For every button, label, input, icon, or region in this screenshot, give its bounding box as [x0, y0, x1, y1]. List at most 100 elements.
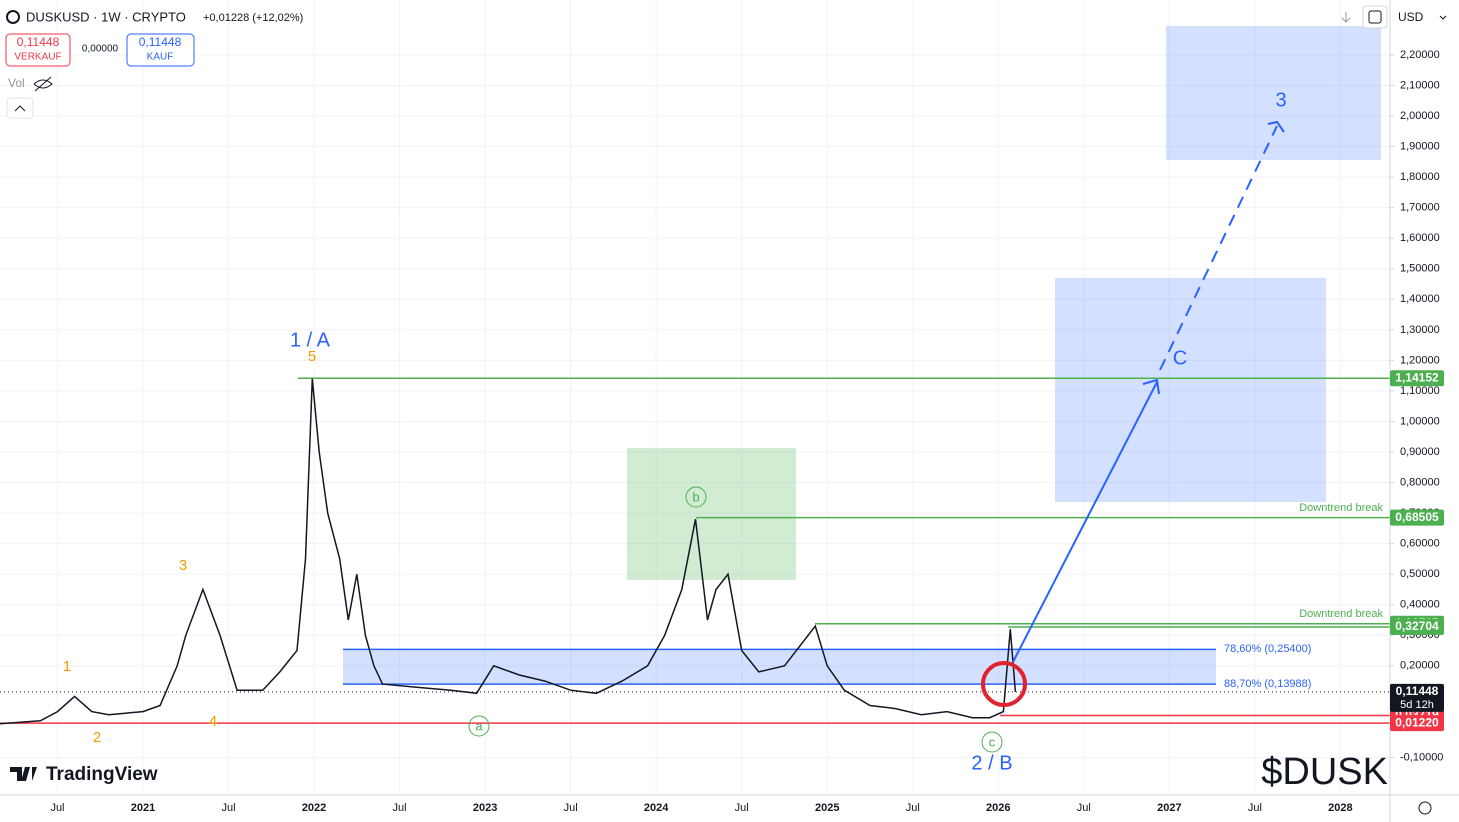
wave-b-zone	[627, 448, 796, 580]
x-tick-label: Jul	[1248, 802, 1262, 814]
wave-label: C	[1173, 347, 1187, 369]
target-zone	[1055, 278, 1326, 502]
price-badge-label: 0,11448	[1396, 684, 1439, 698]
price-badge	[1390, 619, 1444, 636]
brand-logo	[10, 767, 37, 781]
break-label: Downtrend break	[1299, 608, 1383, 620]
chevron	[14, 105, 26, 112]
collapse-button[interactable]	[6, 97, 34, 119]
y-tick-label: 0,80000	[1400, 476, 1440, 488]
x-tick-label: 2027	[1157, 802, 1181, 814]
wave-label: 1 / A	[290, 329, 331, 351]
price-badge-label: 0,01220	[1395, 715, 1439, 729]
wave-circle	[981, 731, 1003, 753]
price-badge-label: 1,14152	[1395, 370, 1439, 384]
dropdown[interactable]	[1439, 15, 1447, 20]
spread: 0,00000	[82, 44, 119, 55]
sell-label: VERKAUF	[14, 52, 61, 63]
wave-label: c	[989, 734, 996, 749]
y-tick-label: 1,80000	[1400, 171, 1440, 183]
break-label: Downtrend break	[1299, 502, 1383, 514]
wave-label: 2	[93, 729, 101, 746]
price-badge	[1390, 715, 1444, 732]
y-tick-label: 1,60000	[1400, 232, 1440, 244]
target-zone	[1166, 26, 1381, 160]
y-tick-label: 1,10000	[1400, 385, 1440, 397]
y-tick-label: 2,10000	[1400, 79, 1440, 91]
volume-label: Vol	[8, 76, 25, 90]
wave-label: 3	[1275, 89, 1286, 111]
countdown: 5d 12h	[1400, 699, 1434, 711]
wave-label: b	[692, 489, 699, 504]
y-tick-label: -0,10000	[1400, 751, 1443, 763]
projection-arrow	[1159, 125, 1278, 371]
y-tick-label: 2,00000	[1400, 110, 1440, 122]
y-tick-label: 0,60000	[1400, 538, 1440, 550]
symbol: DUSKUSD · 1W · CRYPTO	[26, 9, 186, 24]
wave-label: 2 / B	[971, 752, 1012, 774]
x-tick-label: 2028	[1328, 802, 1352, 814]
brand: TradingView	[46, 764, 158, 785]
x-tick-label: Jul	[393, 802, 407, 814]
y-tick-label: 1,50000	[1400, 263, 1440, 275]
wave-label: 5	[308, 348, 316, 365]
fib-label: 88,70% (0,13988)	[1224, 678, 1311, 690]
y-tick-label: 1,70000	[1400, 202, 1440, 214]
settings-icon[interactable]	[1418, 801, 1432, 815]
x-tick-label: Jul	[906, 802, 920, 814]
wave-label: 4	[209, 713, 217, 730]
y-tick-label: 1,90000	[1400, 141, 1440, 153]
price-badge-label: 0,32704	[1395, 619, 1439, 633]
wave-label: 3	[179, 557, 187, 574]
y-tick-label: 0,90000	[1400, 446, 1440, 458]
price-badge	[1390, 509, 1444, 526]
y-tick-label: 1,30000	[1400, 324, 1440, 336]
x-tick-label: Jul	[50, 802, 64, 814]
y-tick-label: 0,50000	[1400, 568, 1440, 580]
x-tick-label: 2023	[473, 802, 497, 814]
y-tick-label: 2,20000	[1400, 49, 1440, 61]
x-tick-label: Jul	[221, 802, 235, 814]
x-tick-label: 2021	[131, 802, 155, 814]
price-badge-label: 0,68505	[1395, 510, 1439, 524]
buy-price: 0,11448	[139, 35, 182, 49]
watermark: $DUSK	[1261, 751, 1388, 793]
x-tick-label: Jul	[735, 802, 749, 814]
fib-label: 78,60% (0,25400)	[1224, 643, 1311, 655]
x-tick-label: Jul	[564, 802, 578, 814]
x-tick-label: 2026	[986, 802, 1010, 814]
buy-button[interactable]	[126, 33, 195, 67]
currency: USD	[1398, 10, 1424, 24]
wave-circle	[685, 486, 707, 508]
x-tick-label: 2025	[815, 802, 839, 814]
arrow-head	[1267, 120, 1285, 133]
projection-arrow	[1012, 381, 1158, 663]
download-icon[interactable]	[1341, 12, 1351, 23]
price-badge	[1390, 370, 1444, 387]
x-tick-label: Jul	[1077, 802, 1091, 814]
buy-label: KAUF	[147, 52, 174, 63]
wave-circle	[468, 715, 490, 737]
change: +0,01228 (+12,02%)	[203, 12, 303, 24]
x-tick-label: 2024	[644, 802, 669, 814]
wave-label: a	[475, 718, 483, 733]
sell-price: 0,11448	[17, 35, 60, 49]
arrow-head	[1142, 378, 1160, 395]
visibility-icon[interactable]	[33, 76, 53, 92]
price-line	[0, 378, 1017, 725]
y-tick-label: 0,40000	[1400, 599, 1440, 611]
x-tick-label: 2022	[302, 802, 326, 814]
sell-button[interactable]	[5, 33, 71, 67]
wave-label: 1	[63, 658, 71, 675]
price-badge	[1390, 683, 1444, 712]
y-tick-label: 1,20000	[1400, 354, 1440, 366]
y-tick-label: 1,00000	[1400, 415, 1440, 427]
highlight-circle	[981, 661, 1027, 707]
fullscreen-button[interactable]	[1362, 5, 1388, 29]
y-tick-label: 1,40000	[1400, 293, 1440, 305]
fullscreen-icon	[1368, 10, 1382, 24]
symbol-icon	[6, 10, 20, 24]
y-tick-label: 0,20000	[1400, 660, 1440, 672]
